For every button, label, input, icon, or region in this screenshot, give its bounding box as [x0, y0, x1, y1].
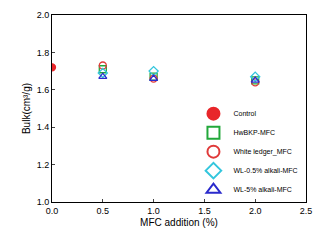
svg-text:1.4: 1.4 — [37, 122, 50, 132]
svg-text:WL-5% alkali-MFC: WL-5% alkali-MFC — [233, 186, 291, 193]
svg-text:WL-0.5% alkali-MFC: WL-0.5% alkali-MFC — [233, 167, 297, 174]
svg-text:1.0: 1.0 — [147, 206, 160, 216]
svg-text:1.5: 1.5 — [198, 206, 211, 216]
svg-text:1.6: 1.6 — [37, 85, 50, 95]
svg-text:2.0: 2.0 — [37, 10, 50, 20]
svg-text:1.8: 1.8 — [37, 48, 50, 58]
svg-text:0.0: 0.0 — [46, 206, 59, 216]
svg-text:Control: Control — [233, 110, 256, 117]
svg-text:0.5: 0.5 — [97, 206, 110, 216]
svg-text:HwBKP-MFC: HwBKP-MFC — [233, 129, 275, 136]
svg-text:Bulk(cm³/g): Bulk(cm³/g) — [21, 83, 32, 134]
svg-text:White ledger_MFC: White ledger_MFC — [233, 148, 291, 156]
svg-text:2.5: 2.5 — [300, 206, 313, 216]
svg-text:1.2: 1.2 — [37, 160, 50, 170]
svg-text:1.0: 1.0 — [37, 197, 50, 207]
svg-text:MFC addition (%): MFC addition (%) — [140, 217, 218, 228]
svg-text:2.0: 2.0 — [249, 206, 262, 216]
